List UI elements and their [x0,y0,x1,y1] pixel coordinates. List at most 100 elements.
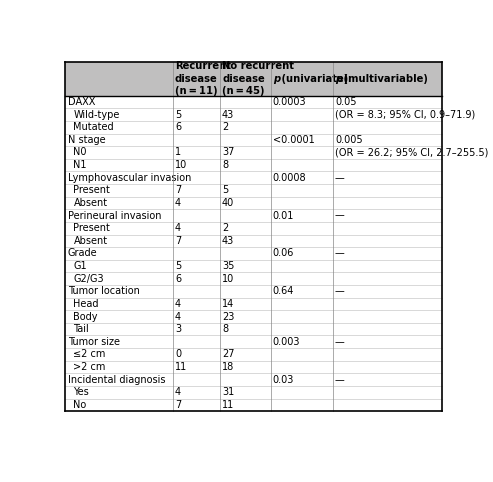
Text: 0: 0 [175,349,181,360]
Bar [66,96,442,108]
Bar [66,348,442,361]
Text: 5: 5 [222,186,228,195]
Text: Tumor location: Tumor location [68,286,140,296]
Text: 43: 43 [222,236,234,246]
Bar [66,172,442,184]
Bar [66,121,442,134]
Text: 1: 1 [175,147,181,158]
Text: <0.0001: <0.0001 [273,135,315,145]
Bar [66,62,442,96]
Text: 18: 18 [222,362,234,372]
Text: 4: 4 [175,198,181,208]
Text: Tail: Tail [73,324,89,334]
Text: —: — [335,248,345,258]
Text: 0.01: 0.01 [273,211,294,221]
Bar [66,247,442,260]
Bar [66,209,442,222]
Text: 43: 43 [222,109,234,120]
Text: No recurrent
disease
(n = 45): No recurrent disease (n = 45) [222,61,294,96]
Text: (OR = 8.3; 95% CI, 0.9–71.9): (OR = 8.3; 95% CI, 0.9–71.9) [335,109,475,120]
Text: 0.03: 0.03 [273,375,294,385]
Text: (OR = 26.2; 95% CI, 2.7–255.5): (OR = 26.2; 95% CI, 2.7–255.5) [335,147,489,158]
Bar [66,399,442,411]
Text: Yes: Yes [73,387,89,397]
Text: No: No [73,400,87,410]
Text: >2 cm: >2 cm [73,362,106,372]
Text: N1: N1 [73,160,87,170]
Text: Perineural invasion: Perineural invasion [68,211,161,221]
Text: —: — [335,211,345,221]
Text: 7: 7 [175,186,181,195]
Text: 0.05: 0.05 [335,97,356,107]
Text: 23: 23 [222,311,234,321]
Text: 37: 37 [222,147,234,158]
Bar [66,134,442,146]
Text: Tumor size: Tumor size [68,337,120,347]
Text: 10: 10 [175,160,187,170]
Text: —: — [335,173,345,183]
Text: (multivariable): (multivariable) [340,74,428,83]
Bar [66,297,442,310]
Bar [66,361,442,374]
Bar [66,285,442,297]
Text: 2: 2 [222,223,228,233]
Text: 4: 4 [175,223,181,233]
Bar [66,222,442,235]
Text: 27: 27 [222,349,235,360]
Text: 7: 7 [175,400,181,410]
Text: —: — [335,337,345,347]
Text: 6: 6 [175,122,181,132]
Text: N stage: N stage [68,135,106,145]
Text: 0.003: 0.003 [273,337,300,347]
Bar [66,159,442,172]
Text: 31: 31 [222,387,234,397]
Bar [66,323,442,335]
Text: 7: 7 [175,236,181,246]
Text: 2: 2 [222,122,228,132]
Text: 4: 4 [175,311,181,321]
Text: Absent: Absent [73,236,107,246]
Bar [66,373,442,386]
Text: ≤2 cm: ≤2 cm [73,349,106,360]
Bar [66,260,442,272]
Text: 14: 14 [222,299,234,309]
Text: Present: Present [73,186,110,195]
Text: —: — [335,286,345,296]
Text: —: — [335,375,345,385]
Text: 8: 8 [222,160,228,170]
Text: Absent: Absent [73,198,107,208]
Bar [66,272,442,285]
Text: Incidental diagnosis: Incidental diagnosis [68,375,165,385]
Text: (univariate): (univariate) [278,74,348,83]
Text: 0.06: 0.06 [273,248,294,258]
Text: 5: 5 [175,261,181,271]
Text: Grade: Grade [68,248,97,258]
Text: p: p [335,74,342,83]
Text: 6: 6 [175,274,181,284]
Text: 0.64: 0.64 [273,286,294,296]
Text: Recurrent
disease
(n = 11): Recurrent disease (n = 11) [175,61,231,96]
Bar [66,335,442,348]
Text: 11: 11 [222,400,234,410]
Text: 0.0003: 0.0003 [273,97,307,107]
Text: 35: 35 [222,261,234,271]
Text: 10: 10 [222,274,234,284]
Text: 3: 3 [175,324,181,334]
Text: 40: 40 [222,198,234,208]
Bar [66,146,442,159]
Text: 8: 8 [222,324,228,334]
Text: 4: 4 [175,387,181,397]
Bar [66,184,442,197]
Text: Mutated: Mutated [73,122,114,132]
Text: 0.005: 0.005 [335,135,362,145]
Text: Wild-type: Wild-type [73,109,120,120]
Text: DAXX: DAXX [68,97,95,107]
Bar [66,108,442,121]
Text: Present: Present [73,223,110,233]
Bar [66,235,442,247]
Text: p: p [273,74,280,83]
Text: Body: Body [73,311,98,321]
Text: Head: Head [73,299,99,309]
Text: G1: G1 [73,261,87,271]
Text: 11: 11 [175,362,187,372]
